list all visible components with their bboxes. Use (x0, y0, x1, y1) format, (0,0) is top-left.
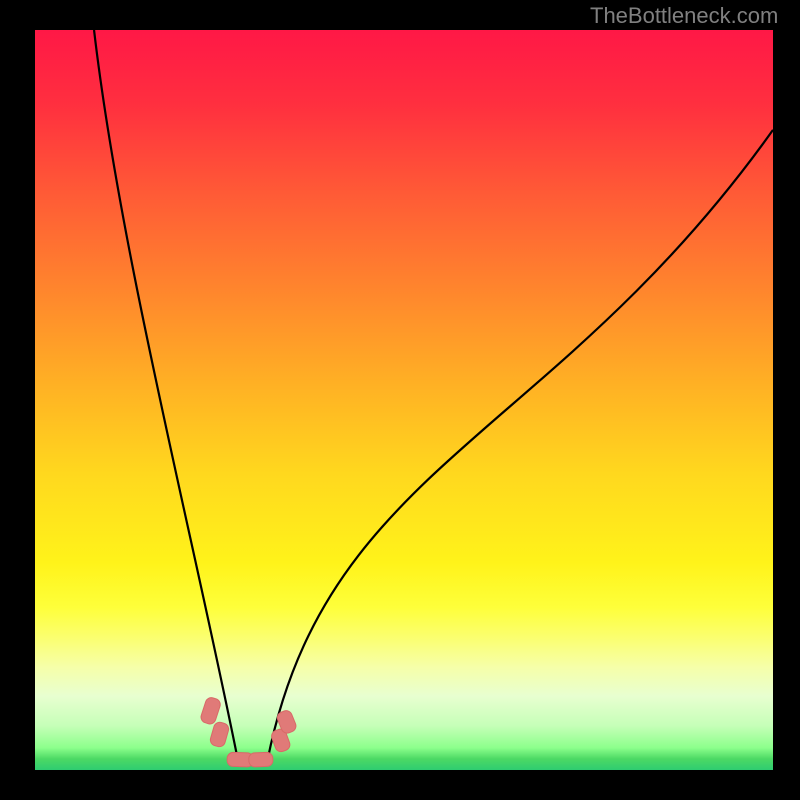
chart-svg (35, 30, 773, 770)
curve-marker (249, 752, 273, 767)
chart-plot-area (35, 30, 773, 770)
chart-background-gradient (35, 30, 773, 770)
watermark-text: TheBottleneck.com (590, 3, 778, 29)
